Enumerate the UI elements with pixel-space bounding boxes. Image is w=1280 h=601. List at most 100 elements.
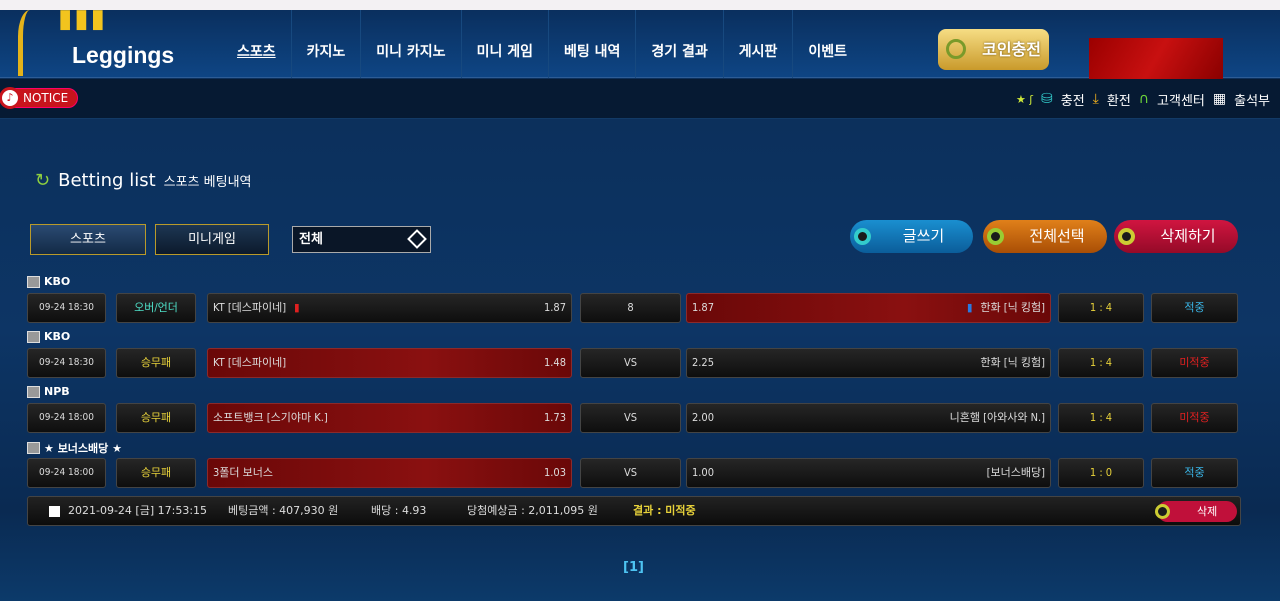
menu-casino[interactable]: 카지노 [292,10,362,78]
menu-mini-game[interactable]: 미니 게임 [462,10,549,78]
home-team-cell[interactable]: KT [데스파이네] ▮ 1.87 [207,293,572,323]
bet-datetime: 09-24 18:00 [27,458,106,488]
bet-score: 1 : 4 [1058,348,1144,378]
center-value: 8 [580,293,681,323]
league-name: ★ 보너스배당 ★ [44,442,122,455]
bet-score: 1 : 4 [1058,403,1144,433]
menu-sports[interactable]: 스포츠 [222,10,292,78]
bet-type: 오버/언더 [116,293,196,323]
util-attendance[interactable]: 출석부 [1234,93,1270,109]
away-team: [보너스배당] [986,466,1045,479]
bet-type: 승무패 [116,348,196,378]
away-team-cell[interactable]: 1.00 [보너스배당] [686,458,1051,488]
write-label: 글쓰기 [902,227,945,245]
menu-mini-casino[interactable]: 미니 카지노 [361,10,462,78]
home-odds: 1.48 [543,356,566,369]
cursor-click-icon [946,39,966,59]
delete-button[interactable]: 삭제 [1155,501,1237,522]
home-team: 소프트뱅크 [스기야마 K.] [213,411,328,424]
page-title: ↻ Betting list 스포츠 베팅내역 [35,170,252,191]
away-team-cell[interactable]: 2.25 한화 [닉 킹험] [686,348,1051,378]
dot-icon [854,228,871,245]
league-name: KBO [44,330,71,343]
coin-charge-label: 코인충전 [982,40,1041,59]
league-name: KBO [44,275,71,288]
tab-minigame[interactable]: 미니게임 [155,224,269,255]
home-odds: 1.73 [543,411,566,424]
away-team-cell[interactable]: 1.87 ▮ 한화 [닉 킹험] [686,293,1051,323]
hand-money-icon: ⤓ [1092,91,1099,107]
bet-datetime: 09-24 18:30 [27,293,106,323]
bet-score: 1 : 4 [1058,293,1144,323]
bell-icon: ♪ [0,87,21,109]
home-team: KT [데스파이네] [213,301,287,314]
headset-icon: ∩ [1138,91,1150,107]
bet-result: 적중 [1151,458,1238,488]
menu-betting-history[interactable]: 베팅 내역 [549,10,637,78]
away-odds: 2.00 [692,411,715,424]
notice-badge[interactable]: ♪ NOTICE [0,87,78,109]
center-value: VS [580,348,681,378]
delete-all-button[interactable]: 삭제하기 [1114,220,1238,253]
tab-sports[interactable]: 스포츠 [30,224,146,255]
user-info-box[interactable] [1089,38,1223,79]
coin-stack-icon: ⛁ [1041,91,1053,107]
summary-datetime: 2021-09-24 [금] 17:53:15 [68,504,208,517]
bet-result: 적중 [1151,293,1238,323]
dot-icon [1118,228,1135,245]
notice-label: NOTICE [23,91,69,105]
home-team-cell[interactable]: 3폴더 보너스 1.03 [207,458,572,488]
center-value: VS [580,403,681,433]
select-all-label: 전체선택 [1029,227,1085,245]
bet-score: 1 : 0 [1058,458,1144,488]
away-team: 한화 [닉 킹험] [980,356,1045,369]
away-team: 한화 [닉 킹험] [980,301,1045,314]
bet-summary: 2021-09-24 [금] 17:53:15 베팅금액 : 407,930 원… [27,496,1241,526]
refresh-icon: ↻ [35,170,51,191]
away-odds: 2.25 [692,356,715,369]
home-team: 3폴더 보너스 [213,466,274,479]
league-icon [27,442,40,454]
league-icon [27,330,40,343]
league-name: NPB [44,385,70,398]
bet-result: 미적중 [1151,348,1238,378]
summary-odds: 배당 : 4.93 [371,504,427,517]
util-support[interactable]: 고객센터 [1157,93,1205,109]
home-team-cell[interactable]: KT [데스파이네] 1.48 [207,348,572,378]
filter-select[interactable]: 전체 [292,226,431,253]
away-odds: 1.00 [692,466,715,479]
delete-label: 삭제 [1197,505,1218,518]
filter-value: 전체 [299,232,323,247]
center-value: VS [580,458,681,488]
menu-results[interactable]: 경기 결과 [636,10,724,78]
home-odds: 1.03 [543,466,566,479]
util-charge[interactable]: 충전 [1060,93,1085,109]
menu-event[interactable]: 이벤트 [808,44,848,60]
menu-board[interactable]: 게시판 [724,10,794,78]
coin-charge-button[interactable]: 코인충전 [938,29,1049,70]
logo-mark: ▮▮▮ [58,4,107,34]
home-team-cell[interactable]: 소프트뱅크 [스기야마 K.] 1.73 [207,403,572,433]
logo[interactable]: Leggings [72,42,175,68]
select-checkbox[interactable] [49,506,60,517]
sub-bar: ♪ NOTICE ★ ʃ ⛁ 충전 ⤓ 환전 ∩ 고객센터 ▦ 출석부 [0,79,1280,119]
away-team-cell[interactable]: 2.00 니혼햄 [아와사와 N.] [686,403,1051,433]
bet-type: 승무패 [116,403,196,433]
pagination-page-1[interactable]: [1] [623,560,644,575]
summary-expected: 당첨예상금 : 2,011,095 원 [467,504,598,517]
arrow-up-icon: ▮ [294,301,300,314]
dot-icon [1155,504,1170,519]
away-odds: 1.87 [692,301,715,314]
subtitle-text: 스포츠 베팅내역 [163,175,252,190]
select-all-button[interactable]: 전체선택 [983,220,1107,253]
home-odds: 1.87 [543,301,566,314]
league-label: KBO [27,275,70,288]
arrow-down-icon: ▮ [966,301,973,314]
bet-datetime: 09-24 18:00 [27,403,106,433]
summary-result: 결과 : 미적중 [633,504,696,517]
home-team: KT [데스파이네] [213,356,287,369]
calendar-icon: ▦ [1212,91,1227,107]
util-exchange[interactable]: 환전 [1106,93,1131,109]
league-icon [27,385,40,398]
write-button[interactable]: 글쓰기 [850,220,973,253]
